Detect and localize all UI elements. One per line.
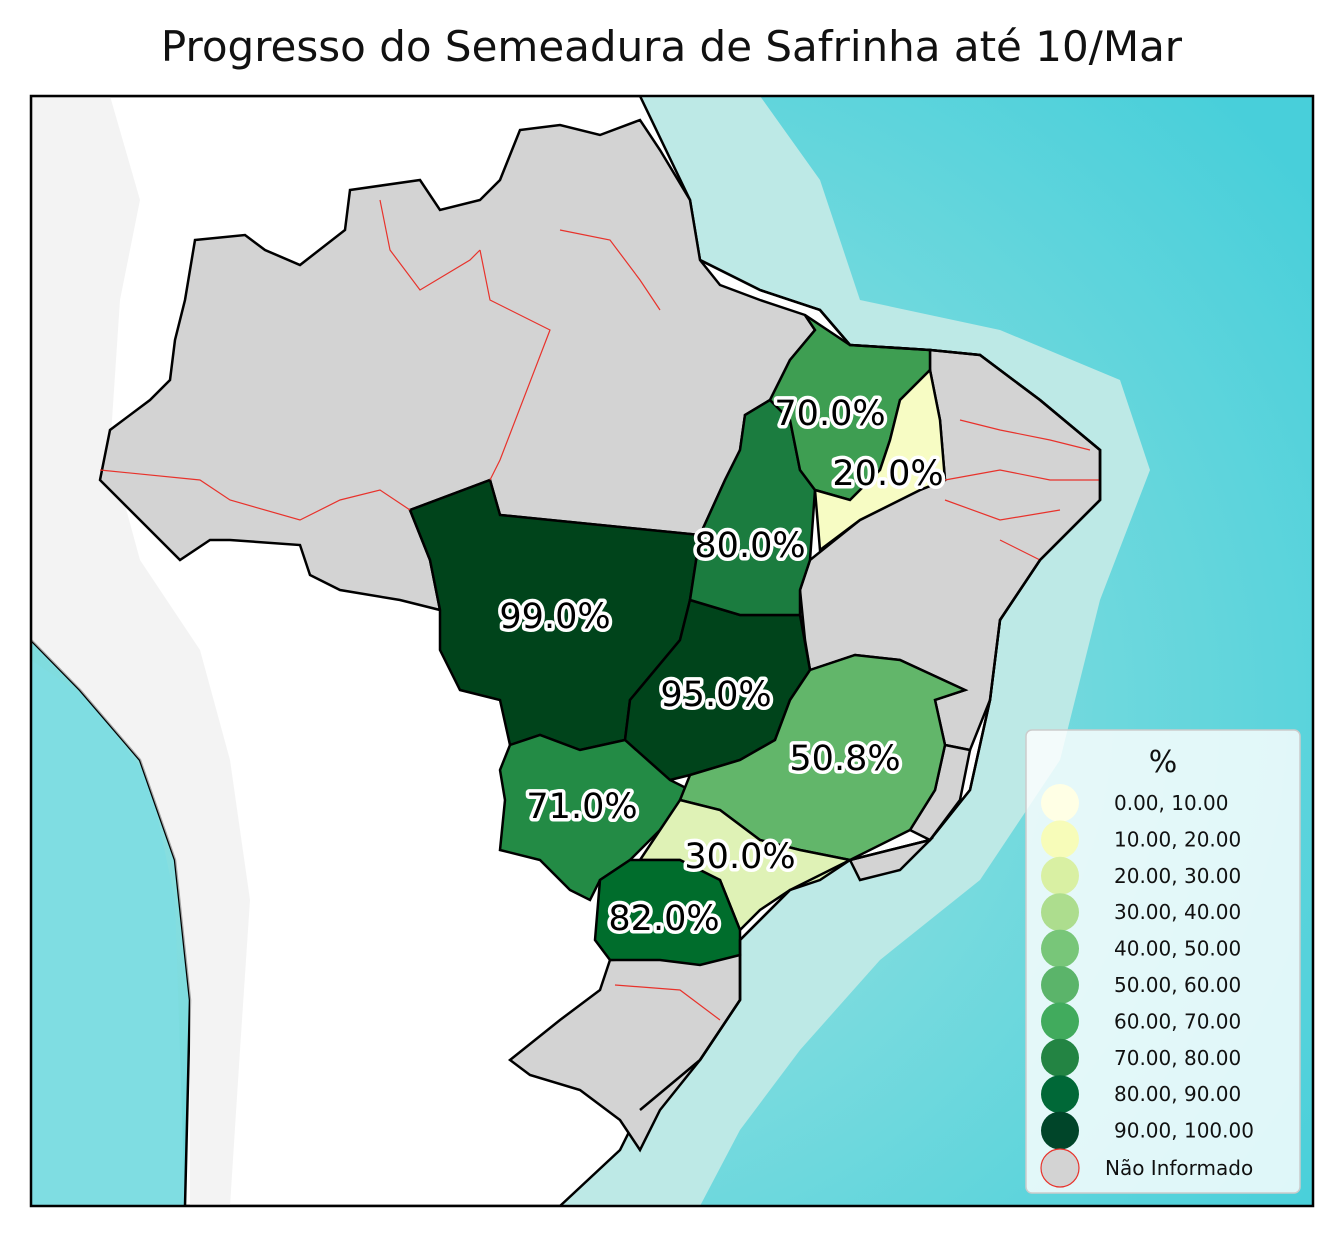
legend-label: 40.00, 50.00 [1114,937,1241,961]
brazil-coastline [639,258,1102,1111]
legend-label: 20.00, 30.00 [1114,864,1241,888]
legend-label: 0.00, 10.00 [1114,791,1229,815]
legend-swatch [1041,856,1079,895]
legend-swatch [1041,1111,1079,1150]
brazil-colored-states [408,313,969,967]
legend-swatch [1041,893,1079,932]
legend-swatch [1041,820,1079,859]
map-frame [29,94,1315,1208]
legend-label-no-info: Não Informado [1105,1156,1253,1180]
legend-swatch [1041,784,1079,822]
label-ms: 71.0% [526,787,637,827]
label-mg: 50.8% [789,739,900,779]
label-pi: 20.0% [832,454,943,494]
legend-swatch [1041,1038,1079,1077]
state-pi [813,367,947,553]
legend-label: 90.00, 100.00 [1114,1119,1254,1143]
legend-swatch [1041,929,1079,968]
legend-label: 30.00, 40.00 [1114,900,1241,924]
legend-swatch [1041,1075,1079,1114]
legend-label: 70.00, 80.00 [1114,1046,1241,1070]
legend-label: 60.00, 70.00 [1114,1009,1241,1033]
legend-label: 80.00, 90.00 [1114,1082,1241,1106]
region-labels: 99.0% 95.0% 82.0% 80.0% 71.0% 70.0% 50.8… [496,391,947,943]
legend-box [1025,729,1301,1194]
label-go: 95.0% [660,675,771,715]
label-to: 80.0% [694,526,805,566]
legend-label: 10.00, 20.00 [1114,827,1241,851]
legend: % 0.00, 10.00 10.00, 20.00 20.00, 30.00 30.… [1025,729,1301,1194]
label-pr: 82.0% [608,899,719,939]
andes-relief [31,96,250,1206]
legend-swatch [1041,966,1079,1004]
pacific-shelf [31,660,185,1206]
legend-swatch-no-info [1040,1148,1080,1188]
state-borders [99,199,1100,1021]
legend-label: 50.00, 60.00 [1114,973,1241,997]
label-mt: 99.0% [499,597,610,637]
label-sp: 30.0% [684,837,795,877]
legend-swatch [1041,1002,1079,1041]
map-title: Progresso do Semeadura de Safrinha até 1… [160,22,1183,71]
label-ma: 70.0% [774,394,885,434]
legend-title: % [1149,745,1178,780]
brazil-no-info-states [98,118,1102,1153]
